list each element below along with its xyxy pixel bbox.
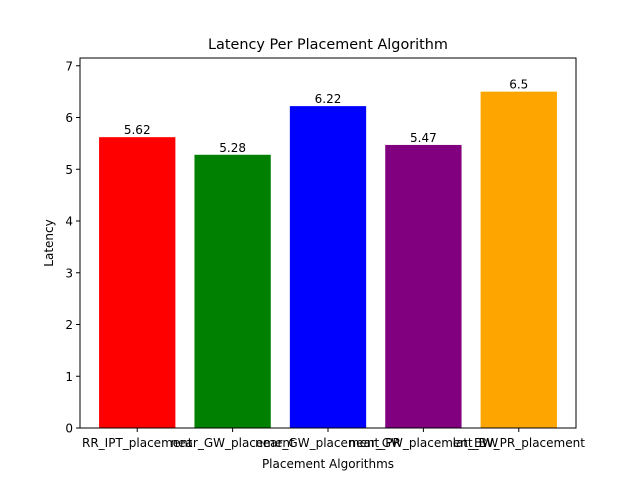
bar-value-label: 6.22	[315, 92, 342, 106]
y-tick-label: 0	[65, 422, 73, 436]
y-tick-label: 7	[65, 59, 73, 73]
bar-lat-bw-pr-placement	[480, 91, 557, 429]
x-tick-label: near_GW_placement_PR	[255, 436, 401, 450]
x-tick-label: RR_IPT_placement	[82, 436, 193, 450]
y-tick-label: 5	[65, 163, 73, 177]
bar-value-label: 5.28	[219, 141, 246, 155]
bar-value-labels: 5.62 5.28 6.22 5.47 6.5	[124, 78, 528, 155]
y-axis-label: Latency	[42, 219, 56, 266]
y-tick-label: 6	[65, 111, 73, 125]
x-tick-label: near_GW_placement_BW	[348, 436, 498, 450]
x-tick-label: near_GW_placement	[171, 436, 295, 450]
bar-rr-ipt-placement	[99, 137, 176, 429]
y-tick-label: 1	[65, 370, 73, 384]
bar-value-label: 5.47	[410, 131, 437, 145]
plot-frame	[79, 57, 577, 429]
chart-title: Latency Per Placement Algorithm	[208, 37, 448, 53]
bar-near-gw-placement	[194, 154, 271, 428]
y-tick-label: 3	[65, 266, 73, 280]
y-tick-label: 2	[65, 318, 73, 332]
bar-value-label: 6.5	[509, 78, 528, 92]
x-tick-label: lat_BW_PR_placement	[453, 436, 586, 450]
y-axis: 0 1 2 3 4 5 6 7	[65, 59, 80, 436]
bar-near-gw-placement-bw	[385, 144, 462, 428]
bar-value-label: 5.62	[124, 123, 151, 137]
y-tick-label: 4	[65, 215, 73, 229]
bar-near-gw-placement-pr	[289, 106, 367, 428]
x-axis-label: Placement Algorithms	[262, 457, 394, 471]
x-axis: RR_IPT_placementnear_GW_placementnear_GW…	[82, 428, 585, 450]
bars-group	[99, 91, 557, 429]
